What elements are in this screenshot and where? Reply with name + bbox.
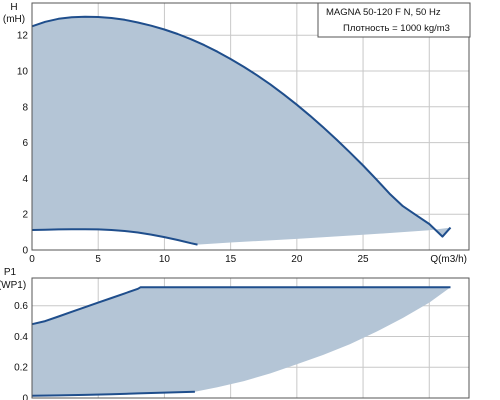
x-tick-label: 15	[225, 254, 237, 265]
legend-density: Плотность = 1000 kg/m3	[343, 23, 450, 34]
y-tick-label: 0.4	[14, 332, 28, 343]
operating-area	[32, 16, 451, 245]
y-tick-label: 0	[22, 394, 28, 400]
head-chart: 0 2 4 6 8 10 12 0 5 10 15 20 25 H(mH) Q(m3/h)	[3, 2, 470, 265]
y-tick-label: 12	[17, 31, 29, 42]
y-tick-label: 0.2	[14, 363, 28, 374]
y-axis-unit: (mH)	[3, 14, 25, 25]
y-axis-label: H	[10, 2, 17, 13]
y-tick-label: 0	[22, 246, 28, 257]
legend-frame	[317, 2, 471, 38]
x-tick-label: 25	[357, 254, 369, 265]
x-axis-label: Q(m3/h)	[430, 254, 467, 265]
y-tick-label: 0.6	[14, 301, 28, 312]
y-tick-label: 6	[22, 138, 28, 149]
max-curve-line	[31, 15, 452, 238]
max-curve-line	[31, 286, 451, 326]
x-tick-label: 10	[159, 254, 171, 265]
plot-frame	[31, 2, 470, 251]
legend-model: MAGNA 50-120 F N, 50 Hz	[326, 7, 441, 18]
y-axis-label: P1	[4, 267, 17, 278]
y-tick-label: 10	[17, 67, 29, 78]
min-curve-line	[31, 228, 198, 246]
x-tick-label: 5	[95, 254, 101, 265]
x-tick-label: 0	[29, 254, 35, 265]
y-axis-unit: (WP1)	[0, 280, 26, 291]
y-tick-label: 2	[22, 210, 28, 221]
x-tick-label: 20	[291, 254, 303, 265]
operating-area	[32, 287, 451, 396]
power-chart: 0 0.2 0.4 0.6 P1 (WP1)	[0, 267, 470, 400]
y-tick-label: 8	[22, 102, 28, 113]
y-tick-label: 4	[22, 174, 28, 185]
plot-frame	[31, 277, 470, 399]
legend-box: MAGNA 50-120 F N, 50 Hz Плотность = 1000…	[317, 2, 471, 38]
min-curve-line	[31, 390, 195, 397]
